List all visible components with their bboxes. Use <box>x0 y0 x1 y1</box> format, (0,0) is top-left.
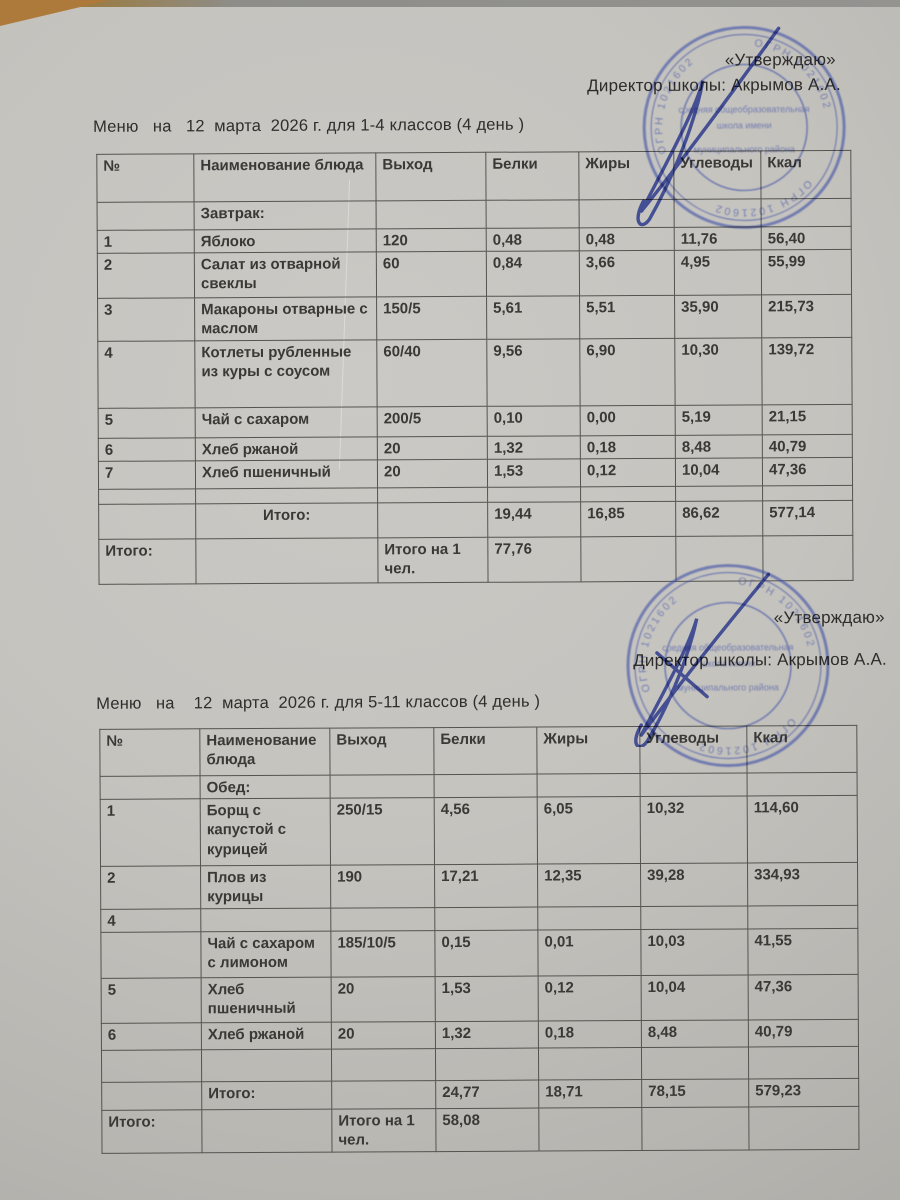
menu-table-5-11: № Наименование блюда Выход Белки Жиры Углевод… <box>99 724 860 1154</box>
table-row: 2 Плов из курицы 190 17,21 12,35 39,28 334,93 <box>100 862 858 909</box>
table-row: Чай с сахаром с лимоном 185/10/5 0,15 0,01 1… <box>100 928 859 979</box>
table-row: 5 Хлеб пшеничный 20 1,53 0,12 10,04 47,36 <box>101 974 859 1024</box>
table-cell: 579,23 <box>748 1078 859 1107</box>
director-signature-line: Директор школы: Акрымов А.А. <box>633 649 887 671</box>
table-cell <box>747 772 858 797</box>
table-cell: Итого: <box>101 1109 203 1154</box>
table-row: Итого: Итого на 1 чел. 58,08 <box>101 1106 860 1154</box>
table-cell <box>330 907 435 931</box>
table-cell: Хлеб пшеничный <box>201 976 332 1023</box>
table-cell: 10,32 <box>640 796 748 864</box>
table-cell: 5 <box>101 977 202 1024</box>
table-cell: 0,12 <box>538 975 642 1021</box>
table-cell: 17,21 <box>434 864 538 908</box>
table-cell: Обед: <box>200 775 331 799</box>
table-cell: 39,28 <box>640 863 748 907</box>
table-cell <box>100 931 202 979</box>
table-cell: 8,48 <box>641 1019 749 1048</box>
table-cell <box>201 1048 332 1082</box>
table-cell <box>331 1080 436 1109</box>
table-cell: 114,60 <box>747 795 858 864</box>
table-cell: 250/15 <box>330 797 435 866</box>
table-cell <box>101 1081 202 1111</box>
table-cell <box>201 1108 333 1153</box>
table-cell: 6 <box>101 1022 202 1051</box>
table-cell: 4,56 <box>434 797 538 865</box>
table-cell: 0,01 <box>537 929 642 976</box>
table-cell: Чай с сахаром с лимоном <box>200 930 332 978</box>
table-cell: 0,15 <box>434 929 539 977</box>
table-cell <box>434 774 538 798</box>
table-cell: 20 <box>331 1021 436 1049</box>
column-header: № <box>99 728 201 777</box>
table-cell: 20 <box>331 976 436 1022</box>
column-header: Белки <box>433 727 538 775</box>
table-cell: Итого на 1 чел. <box>331 1108 437 1152</box>
table-row <box>101 1046 859 1083</box>
table-cell <box>641 1046 749 1080</box>
table-row: 1 Борщ с капустой с курицей 250/15 4,56 6,05… <box>100 795 858 867</box>
table-cell <box>100 775 201 800</box>
table-cell: 40,79 <box>748 1019 859 1047</box>
table-cell <box>748 1046 859 1079</box>
table-cell <box>537 906 641 930</box>
table-cell <box>538 1047 642 1080</box>
table-cell: Борщ с капустой с курицей <box>200 798 331 866</box>
table-cell <box>101 1049 202 1083</box>
table-cell: 58,08 <box>435 1107 540 1152</box>
table-cell: Плов из курицы <box>200 865 331 909</box>
table-row: 6 Хлеб ржаной 20 1,32 0,18 8,48 40,79 <box>101 1019 859 1051</box>
table-cell: 1 <box>100 799 201 867</box>
table-cell: 334,93 <box>747 862 858 906</box>
table-header: № Наименование блюда Выход Белки Жиры Углевод… <box>99 725 858 777</box>
table-cell <box>200 907 331 932</box>
column-header: Выход <box>329 727 435 776</box>
table-cell: 10,03 <box>640 928 749 976</box>
column-header: Ккал <box>746 725 858 773</box>
table-cell: 41,55 <box>747 928 859 975</box>
table-row: Итого: 24,77 18,71 78,15 579,23 <box>101 1078 859 1111</box>
table-cell <box>640 905 748 930</box>
table-cell: 10,04 <box>641 974 749 1021</box>
table-cell: 1,32 <box>435 1020 539 1049</box>
table-cell: 0,18 <box>538 1020 642 1048</box>
table-cell <box>748 1106 860 1150</box>
table-cell: 18,71 <box>538 1079 642 1108</box>
table-cell: 4 <box>100 908 201 933</box>
table-cell: 47,36 <box>748 974 859 1020</box>
column-header: Наименование блюда <box>199 728 331 776</box>
table-cell <box>435 1047 539 1081</box>
approve-label: «Утверждаю» <box>773 607 885 628</box>
table-cell: 78,15 <box>641 1078 749 1108</box>
table-cell <box>538 1107 643 1151</box>
table-cell: 1,53 <box>435 975 539 1022</box>
table-cell: 24,77 <box>435 1079 539 1109</box>
table-cell: 6,05 <box>537 796 641 865</box>
table-cell <box>331 1048 436 1081</box>
column-header: Жиры <box>536 726 641 775</box>
table-cell: 185/10/5 <box>330 930 436 977</box>
table-cell: 12,35 <box>537 863 641 907</box>
menu-title: Меню на 12 марта 2026 г. для 5-11 классо… <box>96 692 541 713</box>
table-cell <box>537 773 641 798</box>
table-cell <box>747 904 858 929</box>
table-cell: Итого: <box>201 1080 332 1110</box>
table-cell <box>641 1106 750 1151</box>
table-cell: 2 <box>100 865 201 909</box>
table-cell <box>640 772 748 797</box>
column-header: Углеводы <box>639 725 748 774</box>
photo-top-edge <box>0 0 900 7</box>
stamp-line: муниципального района <box>677 682 778 693</box>
table-body: Обед: 1 Борщ с капустой с курицей 250/15 4,5… <box>100 772 860 1154</box>
table-cell: 190 <box>330 864 435 908</box>
table-cell: Хлеб ржаной <box>201 1021 332 1050</box>
header-row: № Наименование блюда Выход Белки Жиры Углевод… <box>99 725 858 777</box>
table-cell <box>434 906 538 931</box>
table-cell <box>330 774 435 799</box>
